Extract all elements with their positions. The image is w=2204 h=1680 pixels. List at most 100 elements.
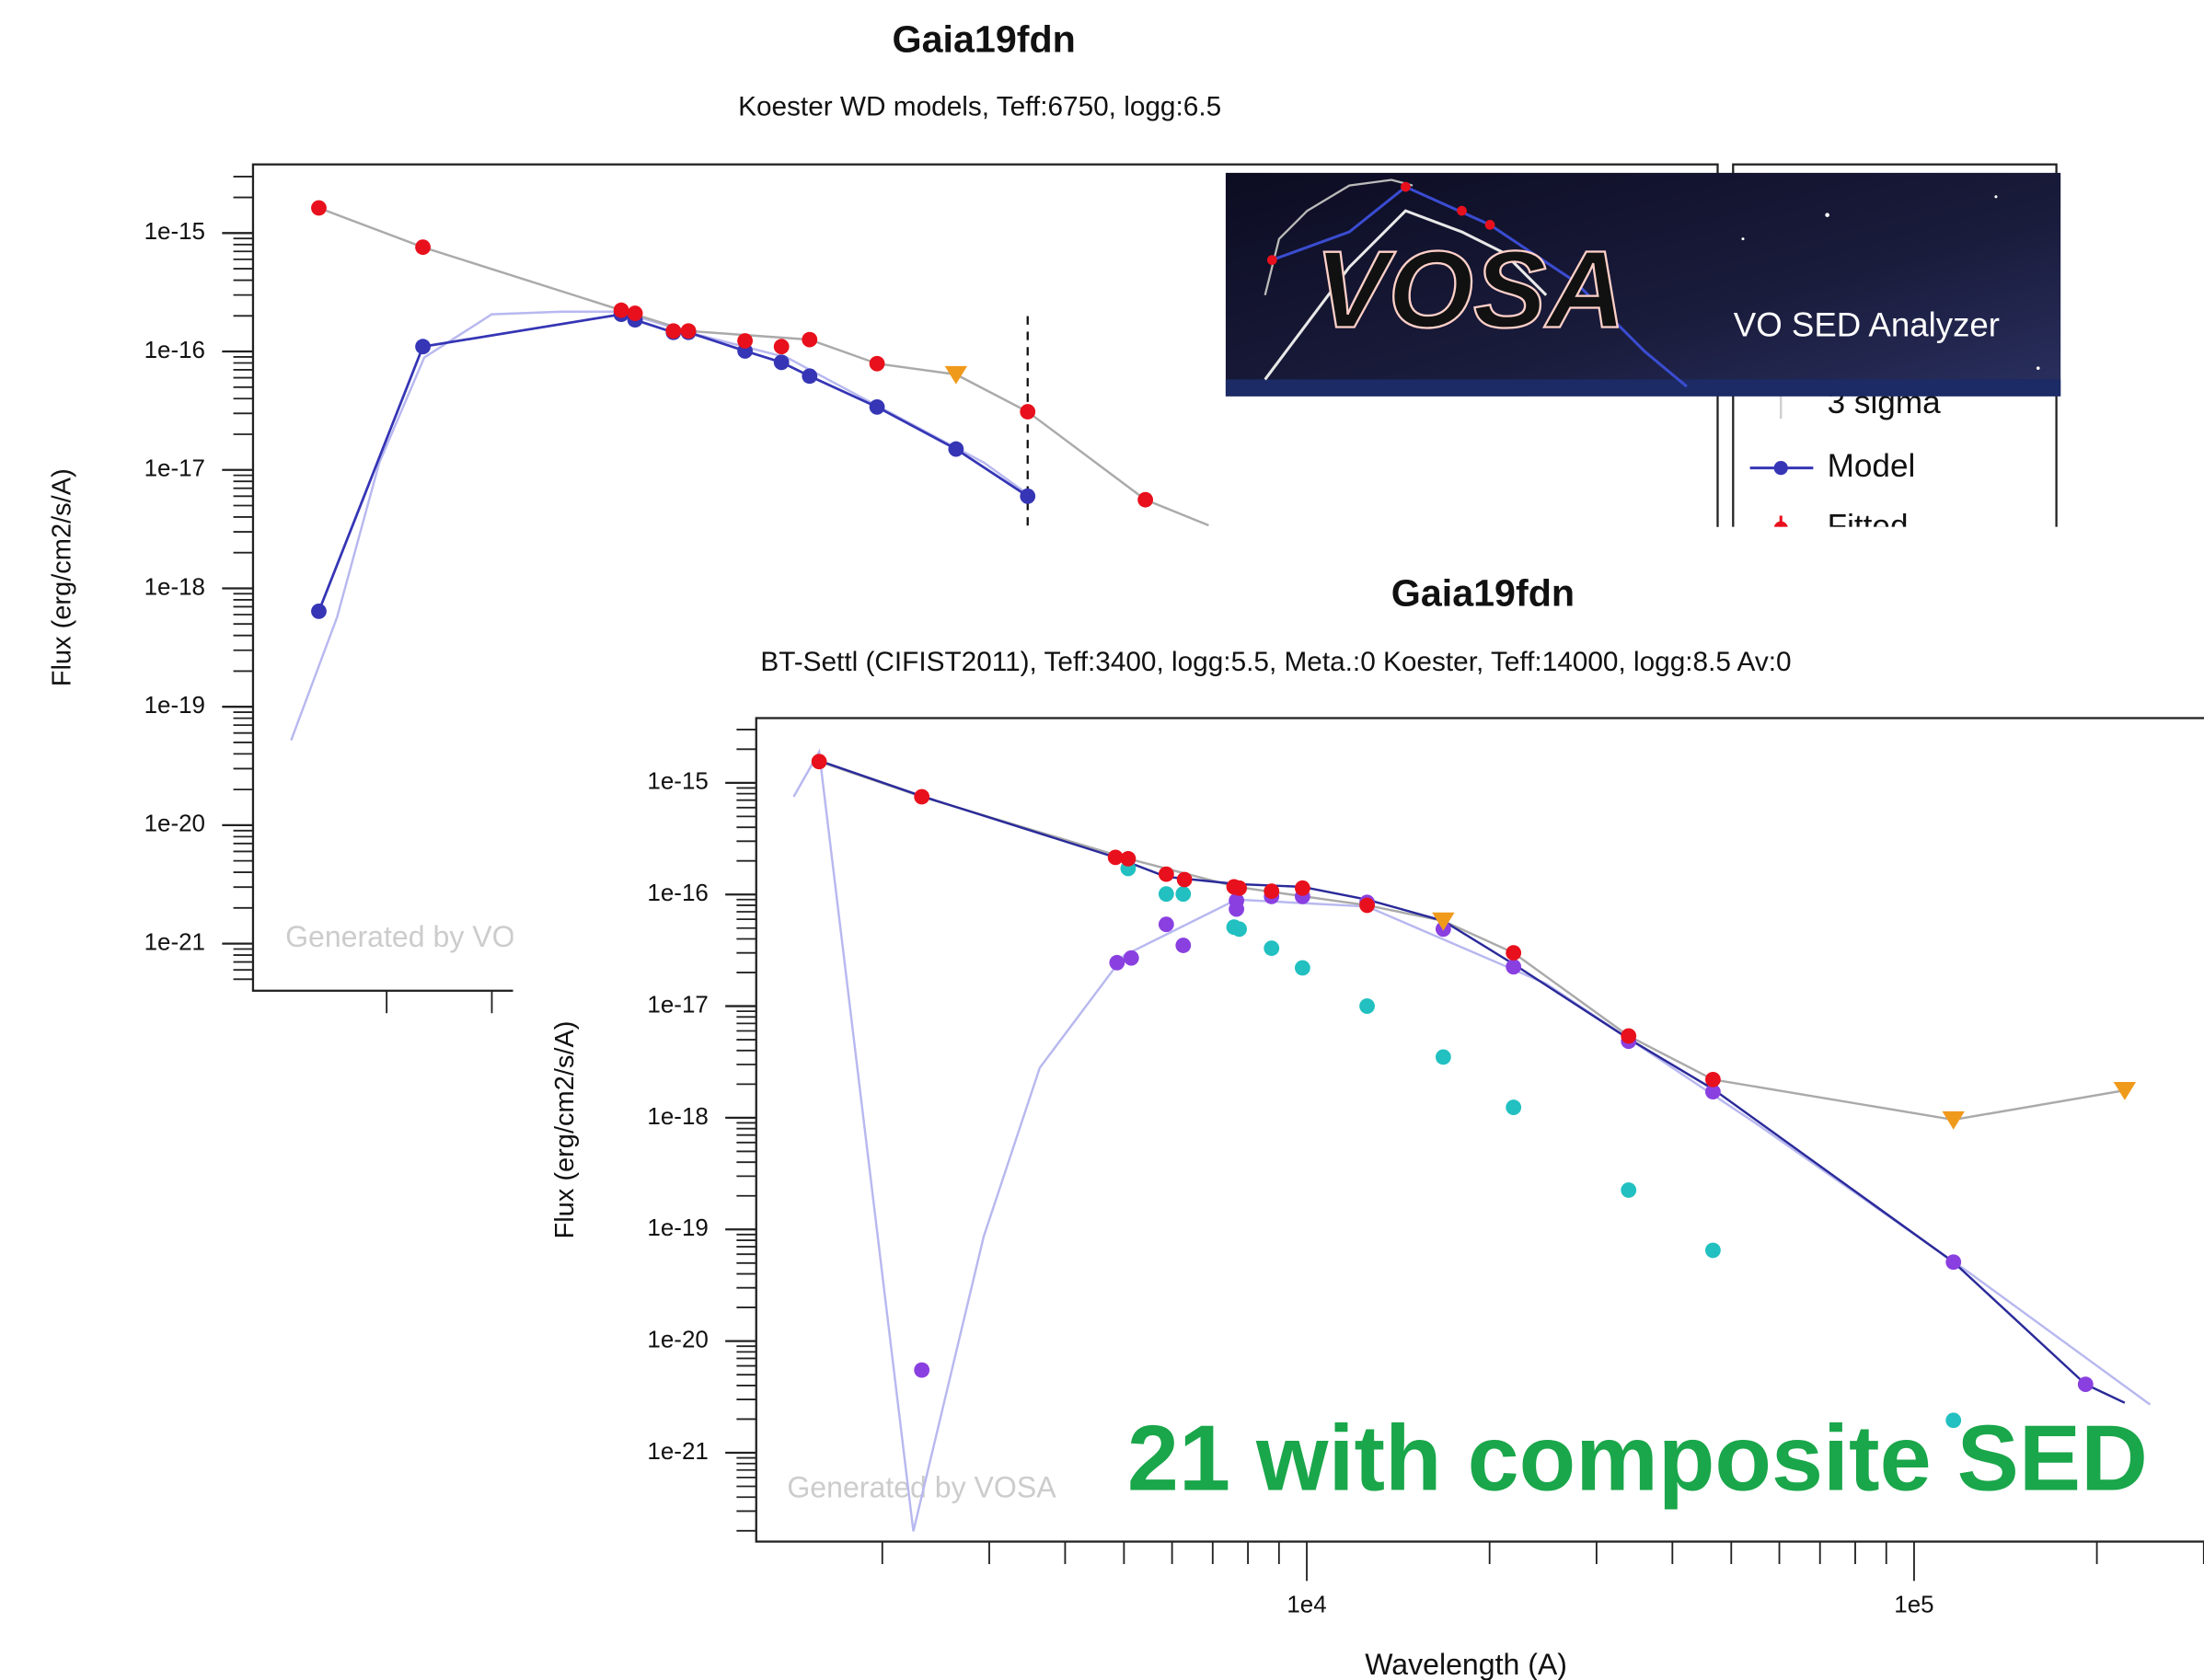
data-point bbox=[1506, 1099, 1522, 1115]
y-tick-label: 1e-17 bbox=[647, 990, 708, 1018]
logo-star bbox=[2036, 366, 2040, 371]
data-point bbox=[1158, 886, 1174, 903]
data-point bbox=[627, 305, 643, 321]
x-axis-label: Wavelength (A) bbox=[1365, 1648, 1567, 1680]
data-point bbox=[415, 239, 431, 256]
watermark: Generated by VOSA bbox=[285, 920, 555, 953]
data-point bbox=[869, 398, 885, 415]
y-tick-label: 1e-20 bbox=[144, 810, 205, 837]
data-point bbox=[1109, 954, 1125, 971]
legend-label: Model bbox=[1828, 448, 1916, 484]
data-point bbox=[737, 333, 753, 349]
series-line bbox=[290, 310, 1034, 742]
annotation: 21 with composite SED bbox=[1127, 1408, 2148, 1511]
chart-subtitle: BT-Settl (CIFIST2011), Teff:3400, logg:5… bbox=[760, 647, 1791, 677]
upper-limit-marker bbox=[944, 365, 968, 385]
data-point bbox=[1705, 1242, 1721, 1259]
data-point bbox=[665, 323, 682, 339]
x-tick-label: 1e4 bbox=[1287, 1591, 1326, 1618]
logo-title: VOSA bbox=[1315, 228, 1626, 351]
chart-subtitle: Koester WD models, Teff:6750, logg:6.5 bbox=[738, 91, 1221, 121]
data-point bbox=[802, 368, 818, 385]
y-tick-label: 1e-19 bbox=[144, 691, 205, 719]
data-point bbox=[1137, 491, 1154, 508]
data-point bbox=[2077, 1376, 2094, 1393]
data-point bbox=[802, 331, 818, 348]
logo-dot bbox=[1401, 181, 1411, 192]
logo-curve bbox=[1264, 178, 1414, 296]
data-point bbox=[1158, 866, 1174, 882]
chart-title: Gaia19fdn bbox=[893, 18, 1076, 61]
data-point bbox=[1176, 871, 1193, 888]
y-axis-label: Flux (erg/cm2/s/A) bbox=[550, 1021, 580, 1239]
data-point bbox=[1945, 1254, 1962, 1271]
data-point bbox=[773, 354, 790, 371]
y-tick-label: 1e-21 bbox=[647, 1437, 708, 1465]
data-point bbox=[311, 604, 327, 619]
logo-star bbox=[1741, 237, 1745, 241]
logo-star bbox=[1825, 213, 1829, 217]
y-axis-label: Flux (erg/cm2/s/A) bbox=[47, 468, 76, 686]
series-line bbox=[318, 206, 1209, 527]
y-tick-label: 1e-20 bbox=[647, 1325, 708, 1352]
logo-curve bbox=[1264, 209, 1548, 381]
data-point bbox=[1123, 949, 1139, 966]
y-tick-label: 1e-18 bbox=[144, 572, 205, 600]
data-point bbox=[1020, 488, 1036, 504]
legend-icon bbox=[1773, 460, 1788, 476]
data-point bbox=[1705, 1071, 1721, 1087]
data-point bbox=[773, 339, 790, 355]
x-tick-label: 1e5 bbox=[1894, 1591, 1933, 1618]
data-point bbox=[311, 200, 327, 216]
logo-dot bbox=[1457, 205, 1467, 216]
data-point bbox=[1175, 938, 1192, 953]
y-tick-label: 1e-15 bbox=[647, 767, 708, 795]
data-point bbox=[1107, 849, 1124, 866]
data-point bbox=[1621, 1182, 1637, 1198]
data-point bbox=[1359, 897, 1375, 914]
logo-dot bbox=[1484, 220, 1495, 230]
data-point bbox=[680, 323, 697, 339]
data-point bbox=[1435, 1049, 1451, 1065]
data-point bbox=[1175, 886, 1192, 903]
data-point bbox=[914, 1362, 930, 1378]
series-line bbox=[792, 748, 2152, 1532]
data-point bbox=[1506, 945, 1522, 961]
data-point bbox=[1264, 883, 1280, 900]
logo-subtitle: VO SED Analyzer bbox=[1734, 306, 2000, 344]
data-point bbox=[1231, 921, 1248, 938]
data-point bbox=[415, 339, 431, 355]
chart-title: Gaia19fdn bbox=[1391, 572, 1575, 615]
y-tick-label: 1e-21 bbox=[144, 927, 205, 955]
upper-limit-marker bbox=[1942, 1110, 1965, 1130]
data-point bbox=[1158, 916, 1174, 933]
data-point bbox=[948, 441, 964, 457]
data-point bbox=[1359, 998, 1375, 1014]
logo-star bbox=[1994, 195, 1998, 199]
data-point bbox=[1020, 404, 1036, 420]
logo-dot bbox=[1266, 255, 1277, 265]
y-tick-label: 1e-19 bbox=[647, 1214, 708, 1241]
logo-band bbox=[1225, 379, 2061, 397]
data-point bbox=[1231, 880, 1248, 896]
data-point bbox=[1945, 1412, 1962, 1429]
plot-frame bbox=[755, 717, 2204, 1543]
y-tick-label: 1e-17 bbox=[144, 455, 205, 482]
data-point bbox=[1705, 1084, 1721, 1100]
legend-label: Fitted bbox=[1828, 509, 1909, 545]
logo-background bbox=[1225, 172, 2061, 397]
y-tick-label: 1e-18 bbox=[647, 1102, 708, 1130]
data-point bbox=[811, 754, 827, 770]
series-line bbox=[317, 313, 1029, 612]
vosa-logo: VOSA VO SED Analyzer bbox=[1225, 172, 2061, 397]
data-point bbox=[914, 788, 930, 805]
data-point bbox=[869, 355, 885, 372]
upper-limit-marker bbox=[2113, 1081, 2137, 1100]
y-tick-label: 1e-16 bbox=[647, 879, 708, 906]
data-point bbox=[1264, 940, 1280, 957]
legend-icon bbox=[1773, 521, 1788, 527]
data-point bbox=[1120, 850, 1137, 867]
data-point bbox=[1295, 880, 1310, 896]
data-point bbox=[1621, 1028, 1637, 1044]
